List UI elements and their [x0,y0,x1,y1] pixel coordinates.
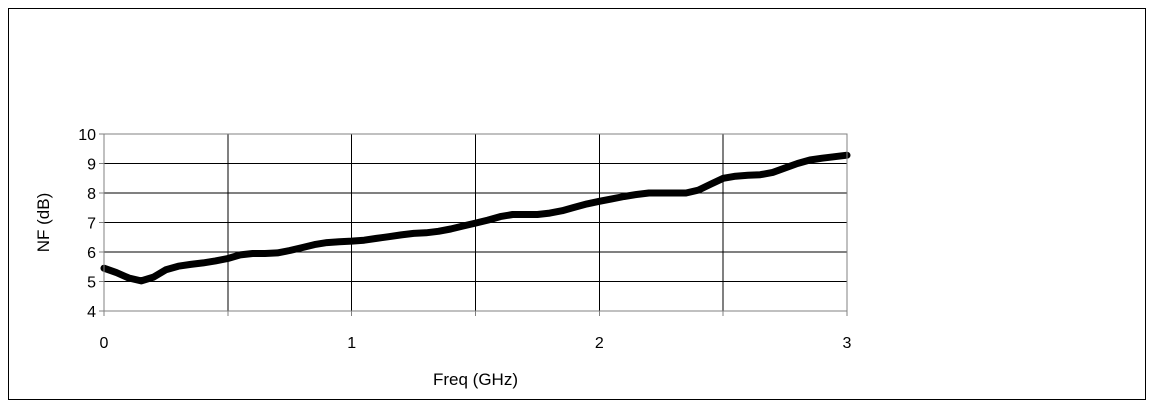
y-axis-label: NF (dB) [34,193,53,253]
x-axis-label: Freq (GHz) [433,370,518,389]
y-tick-label: 8 [87,186,96,203]
plot-area [103,133,848,312]
y-tick-label: 4 [87,304,96,321]
x-tick-label: 2 [595,335,604,352]
y-tick-label: 10 [78,127,96,144]
y-tick-label: 6 [87,245,96,262]
x-tick-label: 3 [843,335,852,352]
x-tick-label: 1 [347,335,356,352]
y-tick-label: 7 [87,216,96,233]
x-tick-label: 0 [100,335,109,352]
tick-labels: 4 5 6 7 8 9 10 0 1 2 3 [78,127,851,352]
y-tick-label: 5 [87,275,96,292]
y-tick-label: 9 [87,157,96,174]
nf-series-line [100,151,851,285]
